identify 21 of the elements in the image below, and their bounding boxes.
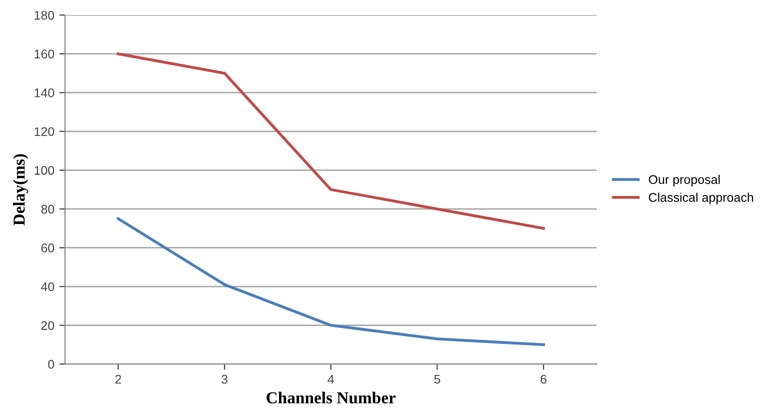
y-tick-label: 180 (34, 10, 54, 20)
y-tick-label: 60 (41, 244, 54, 252)
x-tick-label: 3 (222, 374, 228, 384)
legend-label: Our proposal (648, 174, 720, 186)
legend-label: Classical approach (648, 192, 754, 204)
y-tick-label: 0 (48, 360, 54, 369)
y-tick-label: 80 (41, 204, 54, 214)
x-axis-title: Channels Number (266, 392, 396, 404)
x-tick-label: 4 (328, 374, 334, 384)
y-tick-label: 40 (40, 282, 54, 292)
y-tick-label: 20 (41, 321, 54, 330)
y-tick-label: 120 (34, 127, 54, 136)
x-tick-label: 6 (540, 374, 546, 384)
x-tick-label: 2 (115, 374, 122, 384)
x-tick-label: 5 (434, 374, 440, 384)
line-series (116, 217, 545, 346)
y-tick-label: 140 (34, 88, 54, 98)
y-tick-label: 160 (34, 50, 54, 58)
line-series (116, 52, 545, 230)
y-axis-title: Delay(ms) (13, 154, 28, 226)
y-tick-label: 100 (34, 166, 54, 175)
